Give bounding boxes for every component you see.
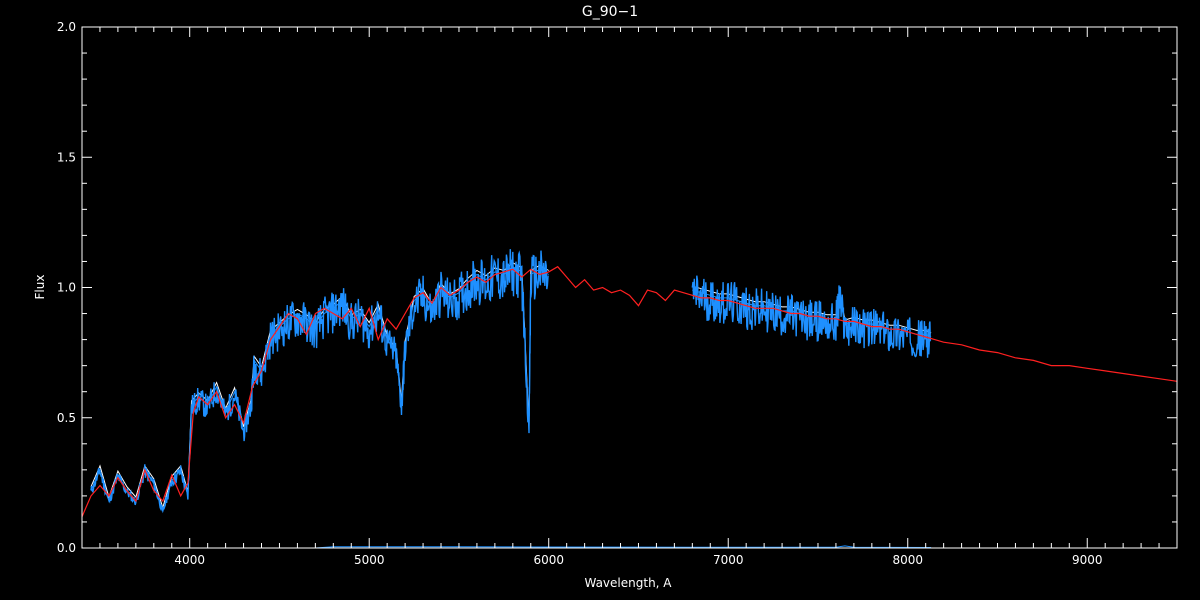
y-tick-label: 2.0: [57, 20, 76, 34]
x-tick-label: 8000: [892, 553, 923, 567]
series-layer: [81, 249, 1178, 549]
x-tick-label: 4000: [174, 553, 205, 567]
y-tick-label: 1.5: [57, 150, 76, 164]
observed-spectrum-1: [691, 275, 932, 358]
y-tick-label: 0.5: [57, 411, 76, 425]
chart-title: G_90−1: [582, 4, 638, 20]
model-spectrum: [81, 265, 1178, 517]
axes-layer: 4000 5000 6000 7000 8000 9000 0.0 0.5 1.0 1.5 2.0: [57, 20, 1178, 567]
y-tick-label: 0.0: [57, 541, 76, 555]
x-tick-label: 6000: [533, 553, 564, 567]
x-tick-label: 9000: [1072, 553, 1103, 567]
y-axis-label: Flux: [33, 275, 47, 300]
x-axis-label: Wavelength, A: [584, 576, 672, 590]
x-tick-label: 7000: [713, 553, 744, 567]
x-tick-label: 5000: [354, 553, 385, 567]
y-tick-label: 1.0: [57, 281, 76, 295]
